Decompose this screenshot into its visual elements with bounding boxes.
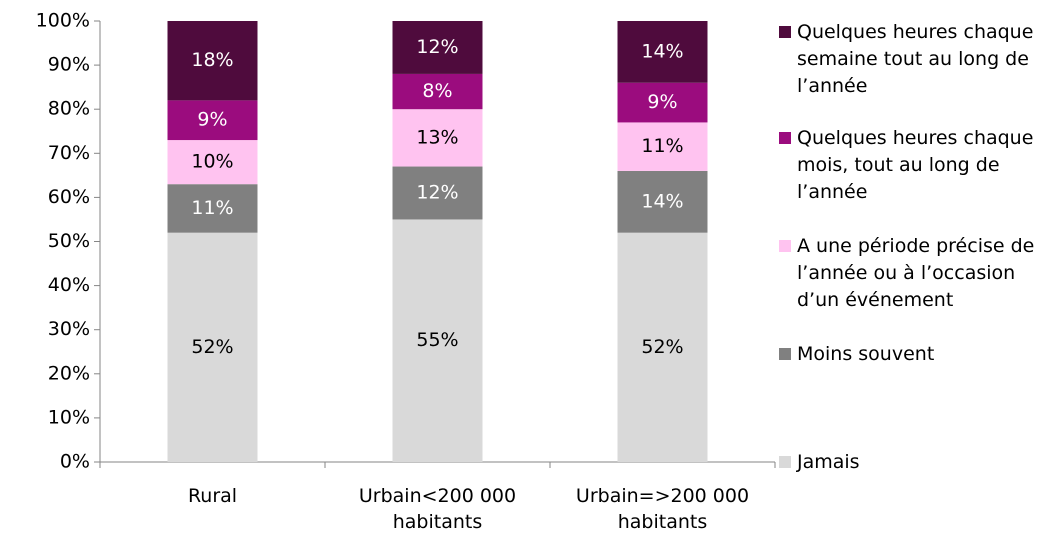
text-line: Rural (188, 485, 237, 507)
y-tick-label: 70% (48, 142, 90, 164)
bar-segment (392, 21, 483, 74)
data-label: 52% (641, 336, 683, 358)
legend-label: Moins souvent (797, 343, 934, 365)
legend-label: Quelques heures chaque mois, tout au long… (797, 127, 1033, 203)
y-tick-label: 90% (48, 54, 90, 76)
bar-segment (167, 100, 258, 141)
bar-segment (167, 232, 258, 462)
bar-segment (617, 82, 708, 123)
text-line: habitants (393, 511, 483, 533)
bar-segment (167, 184, 258, 233)
data-label: 13% (416, 126, 458, 148)
text-line: Quelques heures chaque (797, 21, 1033, 43)
legend-label: Jamais (796, 451, 860, 473)
x-tick-label: Urbain=>200 000 habitants (576, 485, 749, 533)
text-line: Urbain=>200 000 (576, 485, 749, 507)
legend-swatch (779, 456, 791, 468)
text-line: semaine tout au long de (797, 48, 1029, 70)
text-line: Urbain<200 000 (359, 485, 516, 507)
bar-segment (392, 166, 483, 220)
y-tick-label: 100% (36, 10, 90, 32)
bar-segment (167, 140, 258, 185)
data-label: 9% (197, 109, 227, 131)
data-label: 9% (647, 91, 677, 113)
text-line: habitants (618, 511, 708, 533)
legend-swatch (779, 240, 791, 252)
y-tick-label: 20% (48, 362, 90, 384)
text-line: l’année ou à l’occasion (797, 262, 1015, 284)
text-line: Quelques heures chaque (797, 127, 1033, 149)
data-label: 12% (416, 36, 458, 58)
y-tick-label: 60% (48, 186, 90, 208)
text-line: mois, tout au long de (797, 154, 1000, 176)
x-tick-label: Rural (188, 485, 237, 507)
y-tick-label: 0% (60, 451, 90, 473)
data-label: 55% (416, 329, 458, 351)
bar-segment (617, 122, 708, 171)
text-line: Jamais (796, 451, 860, 473)
data-label: 52% (191, 336, 233, 358)
legend-label: Quelques heures chaque semaine tout au lo… (797, 21, 1033, 97)
data-label: 11% (641, 135, 683, 157)
text-line: l’année (797, 181, 867, 203)
y-tick-label: 80% (48, 98, 90, 120)
data-label: 10% (191, 151, 233, 173)
bar-segment (392, 73, 483, 110)
legend-swatch (779, 132, 791, 144)
bar-segment (617, 21, 708, 83)
text-line: d’un événement (797, 289, 953, 311)
data-label: 12% (416, 181, 458, 203)
x-tick-label: Urbain<200 000 habitants (359, 485, 516, 533)
data-label: 14% (641, 40, 683, 62)
data-label: 11% (191, 197, 233, 219)
data-label: 14% (641, 190, 683, 212)
data-label: 18% (191, 49, 233, 71)
data-label: 8% (422, 80, 452, 102)
text-line: l’année (797, 75, 867, 97)
bar-segment (392, 219, 483, 462)
y-tick-label: 10% (48, 406, 90, 428)
bar-segment (167, 21, 258, 101)
text-line: Moins souvent (797, 343, 934, 365)
y-tick-label: 50% (48, 230, 90, 252)
y-tick-label: 40% (48, 274, 90, 296)
bar-segment (617, 170, 708, 233)
text-line: A une période précise de (797, 235, 1034, 257)
y-tick-label: 30% (48, 318, 90, 340)
bar-segment (617, 232, 708, 462)
legend-swatch (779, 348, 791, 360)
legend-swatch (779, 26, 791, 38)
bar-segment (392, 109, 483, 167)
legend-label: A une période précise de l’année ou à l’o… (797, 235, 1034, 311)
